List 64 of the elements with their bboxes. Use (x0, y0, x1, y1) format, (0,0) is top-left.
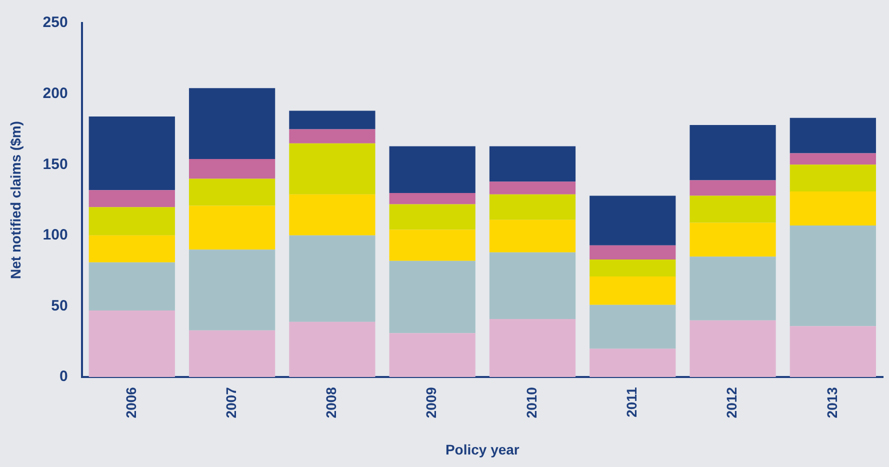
y-tick-label: 50 (51, 297, 68, 314)
bar (188, 178, 276, 206)
bar (790, 153, 876, 165)
bar (389, 204, 476, 230)
bar (289, 110, 376, 130)
x-axis-title: Policy year (445, 441, 520, 458)
bar (790, 226, 876, 326)
x-tick-label: 2007 (222, 386, 239, 418)
bar (289, 194, 376, 236)
bar (790, 118, 876, 154)
bar (790, 326, 876, 378)
bar (489, 318, 576, 378)
bar (188, 158, 276, 179)
bar (590, 245, 676, 260)
bar (389, 230, 476, 261)
bar (790, 192, 876, 226)
bar (88, 190, 175, 208)
bar (489, 146, 576, 182)
x-tick-label: 2012 (724, 386, 740, 418)
bar (88, 207, 175, 236)
bar (289, 322, 376, 378)
bar (389, 146, 476, 193)
x-tick-label: 2009 (423, 386, 440, 418)
y-axis-title: Net notified claims ($m) (7, 121, 24, 279)
bar (590, 260, 676, 277)
bar (489, 194, 576, 220)
x-tick-label: 2011 (623, 386, 640, 418)
bar (590, 276, 676, 305)
bar (690, 256, 776, 320)
bar (690, 196, 776, 223)
bar (690, 180, 776, 196)
bar (590, 304, 676, 349)
y-tick-label: 150 (42, 156, 68, 173)
bar (289, 143, 376, 194)
bar (489, 182, 576, 194)
bar (690, 222, 776, 257)
x-tick-label: 2010 (523, 386, 540, 418)
bar (88, 262, 175, 310)
y-tick-label: 0 (59, 368, 68, 386)
bar (389, 333, 476, 378)
bar (88, 235, 175, 262)
bar (790, 164, 876, 192)
x-tick-label: 2008 (323, 386, 340, 418)
bar (690, 320, 776, 378)
bar (88, 310, 175, 378)
bar (188, 250, 276, 330)
bar (188, 88, 276, 159)
bar (489, 220, 576, 252)
bar (188, 206, 276, 250)
bar (590, 348, 676, 378)
y-tick-label: 250 (42, 14, 68, 32)
bar (88, 116, 175, 190)
bar (590, 196, 676, 246)
y-tick-label: 100 (42, 226, 68, 244)
bar (690, 124, 776, 180)
y-tick-label: 200 (42, 84, 68, 102)
x-tick-label: 2013 (824, 386, 840, 418)
bar (389, 260, 476, 334)
x-tick-label: 2006 (122, 386, 139, 418)
bar (188, 330, 276, 378)
bar (489, 252, 576, 319)
bar (389, 192, 476, 204)
bar (289, 235, 376, 322)
bar (289, 129, 376, 144)
